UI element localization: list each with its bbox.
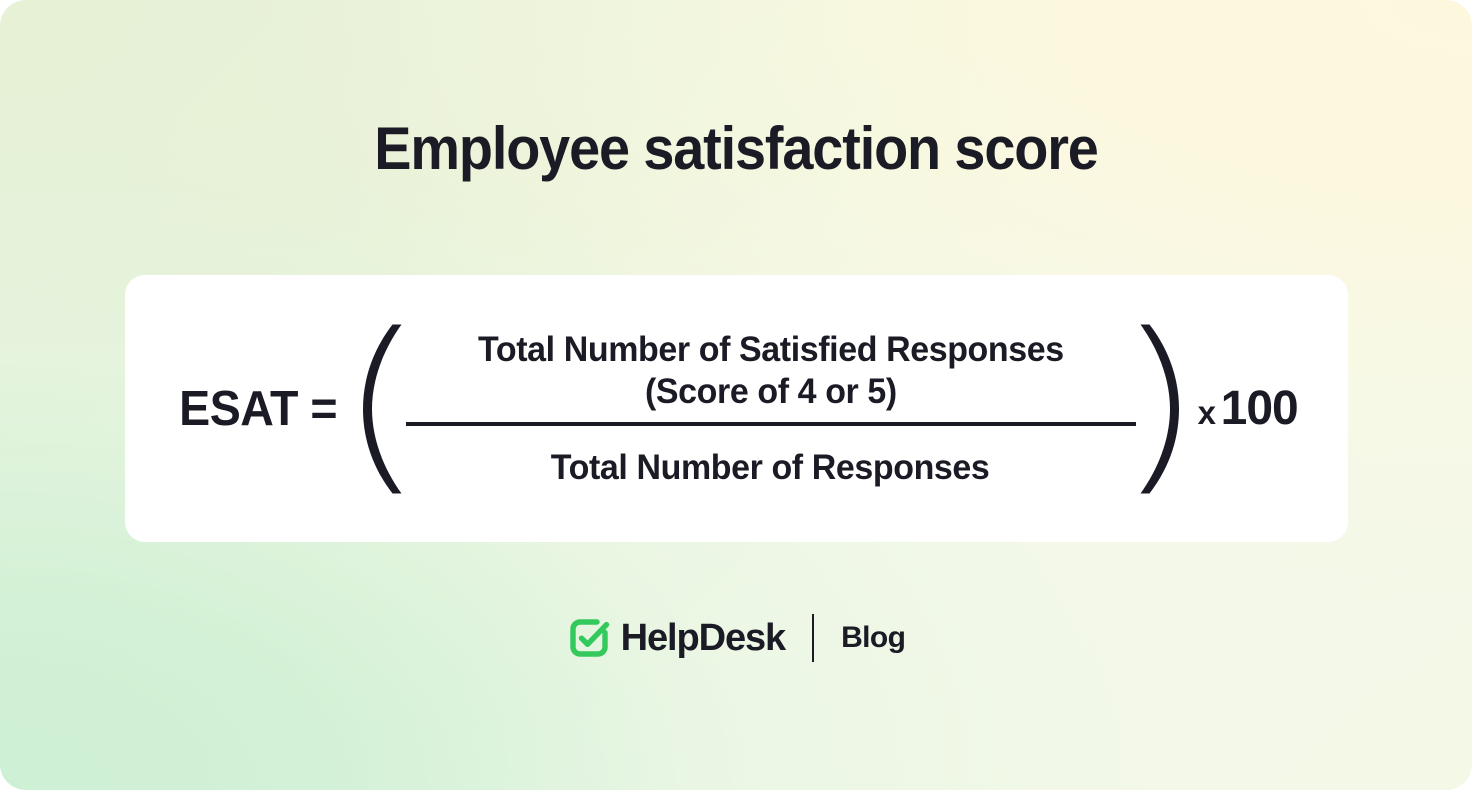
fraction: Total Number of Satisfied Responses (Sco… [404,329,1138,489]
brand-divider [812,614,815,662]
brand-name: HelpDesk [620,617,786,659]
formula-expression: ESAT = Total Number of Satisfied Respons… [125,275,1348,542]
formula-multiplier: x 100 [1197,381,1299,436]
fraction-bar [405,421,1136,426]
fraction-denominator: Total Number of Responses [551,447,990,487]
page-title: Employee satisfaction score [374,115,1099,182]
brand-section-label[interactable]: Blog [841,621,906,654]
numerator-line-2: (Score of 4 or 5) [644,371,897,411]
numerator-line-1: Total Number of Satisfied Responses [477,329,1064,369]
brand-footer: HelpDesk Blog [0,614,1472,662]
open-parenthesis-icon [362,324,402,493]
multiplier-value: 100 [1220,382,1299,435]
checkbox-check-icon [569,619,609,657]
formula-left-side: ESAT = [179,381,338,436]
close-parenthesis-icon [1140,324,1179,493]
formula-card: ESAT = Total Number of Satisfied Respons… [125,275,1348,542]
times-symbol: x [1197,394,1216,431]
fraction-numerator: Total Number of Satisfied Responses (Sco… [478,329,1064,422]
helpdesk-logo[interactable]: HelpDesk [567,616,786,660]
